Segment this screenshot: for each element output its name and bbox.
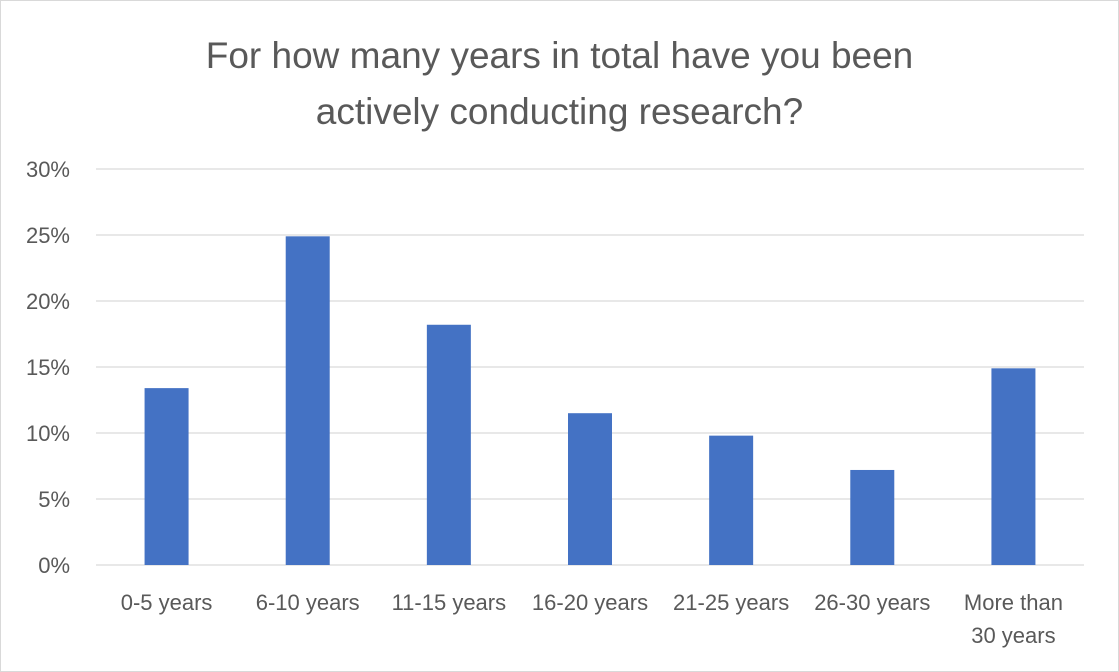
bar: [568, 413, 612, 565]
y-tick-label: 30%: [26, 157, 70, 182]
y-tick-label: 20%: [26, 289, 70, 314]
chart-title: For how many years in total have you bee…: [0, 28, 1119, 140]
y-tick-label: 5%: [38, 487, 70, 512]
x-tick-label: 26-30 years: [814, 590, 930, 615]
x-tick-label: 0-5 years: [121, 590, 213, 615]
x-tick-label: 6-10 years: [256, 590, 360, 615]
bar: [144, 388, 189, 565]
y-tick-label: 15%: [26, 355, 70, 380]
bar: [426, 324, 471, 565]
x-tick-label: 11-15 years: [392, 590, 507, 615]
x-tick-label: More than: [964, 590, 1063, 615]
y-tick-label: 10%: [26, 421, 70, 446]
x-tick-label: 16-20 years: [532, 590, 648, 615]
x-tick-label: 21-25 years: [673, 590, 789, 615]
x-tick-label: 30 years: [971, 623, 1055, 648]
chart-title-line-1: For how many years in total have you bee…: [205, 35, 914, 76]
y-tick-label: 0%: [38, 553, 70, 578]
y-tick-label: 25%: [26, 223, 70, 248]
bar: [709, 435, 754, 565]
bar: [850, 469, 895, 565]
bar: [285, 236, 330, 565]
chart-title-line-2: actively conducting research?: [315, 91, 804, 132]
bar: [991, 368, 1036, 565]
